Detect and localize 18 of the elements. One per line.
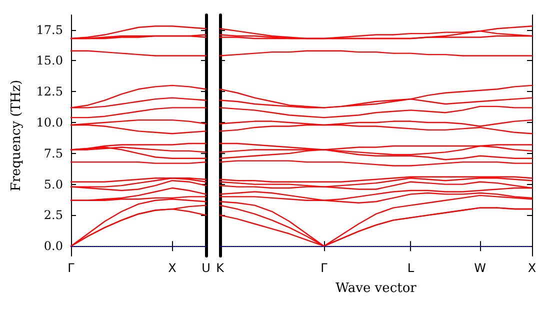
x-tick-label: W	[474, 261, 486, 275]
x-tick-label: U	[202, 261, 210, 275]
y-tick-label: 10.0	[36, 116, 63, 130]
x-tick-label: K	[216, 261, 226, 275]
x-tick-label: L	[407, 261, 414, 275]
y-tick-label: 17.5	[36, 22, 63, 37]
x-tick-label: Γ	[68, 261, 75, 275]
y-tick-label: 5.0	[44, 177, 63, 192]
x-axis-title: Wave vector	[336, 281, 418, 296]
y-tick-label: 2.5	[44, 208, 63, 222]
y-tick-label: 15.0	[36, 54, 63, 68]
x-tick-label: X	[528, 261, 536, 275]
x-tick-label: Γ	[320, 261, 328, 275]
y-tick-label: 0.0	[44, 239, 63, 254]
y-tick-label: 12.5	[36, 84, 63, 99]
y-tick-label: 7.5	[44, 146, 63, 160]
x-tick-label: X	[168, 261, 176, 275]
y-axis-title: Frequency (THz)	[9, 80, 24, 192]
